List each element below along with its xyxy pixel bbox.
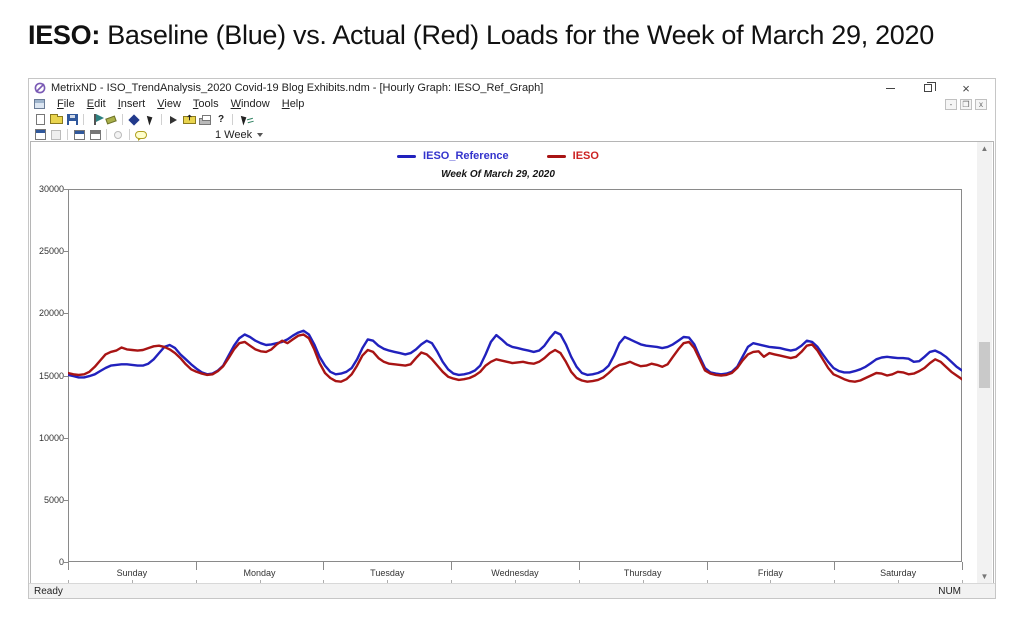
legend-label: IESO_Reference (423, 150, 509, 162)
format-brush-icon[interactable] (103, 113, 119, 126)
menu-bar: File Edit Insert View Tools Window Help - ❐ x (29, 96, 995, 112)
grid-view-icon[interactable] (32, 128, 48, 141)
child-window-controls: - ❐ x (945, 98, 995, 110)
menu-item-tools[interactable]: Tools (192, 98, 219, 110)
y-axis-tick-label: 20000 (38, 308, 64, 319)
scroll-down-icon[interactable]: ▼ (980, 572, 989, 581)
series-line-ieso_reference (68, 329, 962, 379)
run-model-icon[interactable] (126, 113, 142, 126)
page-title-text: Baseline (Blue) vs. Actual (Red) Loads f… (100, 20, 934, 50)
y-axis-tick-label: 0 (58, 557, 64, 567)
day-label-thursday: Thursday (623, 568, 662, 578)
main-toolbar: ? (29, 112, 995, 127)
menu-items: File Edit Insert View Tools Window Help (51, 98, 310, 110)
x-axis-tick-mark (962, 562, 963, 570)
y-axis-tick-label: 10000 (38, 432, 64, 443)
new-file-icon[interactable] (32, 113, 48, 126)
y-axis-tick-mark (64, 375, 68, 377)
window-icon[interactable] (71, 128, 87, 141)
restore-button[interactable] (921, 82, 936, 94)
x-axis-tick-mark (451, 562, 453, 570)
vertical-scrollbar[interactable]: ▲ ▼ (977, 142, 992, 584)
window-title: MetrixND - ISO_TrendAnalysis_2020 Covid-… (51, 82, 544, 94)
x-axis-tick-mark (706, 562, 708, 570)
range-selector-value: 1 Week (215, 128, 253, 141)
graph-toolbar: 1 Week (29, 127, 995, 142)
page-title: IESO: Baseline (Blue) vs. Actual (Red) L… (28, 20, 934, 51)
day-label-tuesday: Tuesday (370, 568, 405, 578)
page-title-prefix: IESO: (28, 20, 101, 50)
close-button[interactable]: × (962, 80, 970, 96)
pointer-icon[interactable] (142, 113, 158, 126)
select-tool-icon[interactable] (236, 113, 252, 126)
print-icon[interactable] (197, 113, 213, 126)
menu-item-help[interactable]: Help (281, 98, 305, 110)
minimize-button[interactable] (883, 82, 897, 94)
y-axis-tick-label: 30000 (38, 184, 64, 194)
y-axis-tick-mark (64, 562, 68, 563)
chart-panel: IESO_Reference IESO Week Of March 29, 20… (30, 141, 994, 586)
y-axis-tick-label: 15000 (38, 370, 64, 381)
scrollbar-thumb[interactable] (979, 342, 990, 388)
child-minimize-button[interactable]: - (945, 98, 957, 110)
menu-item-edit[interactable]: Edit (86, 98, 106, 110)
disabled-refresh-icon[interactable] (110, 128, 126, 141)
y-axis-tick-label: 5000 (43, 494, 64, 505)
day-label-monday: Monday (243, 568, 276, 578)
child-restore-button[interactable]: ❐ (960, 98, 972, 110)
status-bar: Ready NUM (29, 583, 995, 598)
y-axis-tick-mark (64, 437, 68, 439)
y-axis-tick-mark (64, 313, 68, 315)
y-axis-tick-mark (64, 499, 68, 501)
menu-item-window[interactable]: Window (230, 98, 270, 110)
num-lock-indicator: NUM (938, 585, 961, 597)
export-folder-icon[interactable] (181, 113, 197, 126)
legend-entry-actual: IESO (546, 150, 599, 162)
scroll-up-icon[interactable]: ▲ (980, 144, 989, 153)
disabled-doc-icon[interactable] (48, 128, 64, 141)
legend-swatch-red (546, 154, 566, 158)
app-logo-icon (34, 82, 46, 94)
window-titlebar: MetrixND - ISO_TrendAnalysis_2020 Covid-… (29, 79, 995, 96)
open-folder-icon[interactable] (48, 113, 64, 126)
day-label-friday: Friday (757, 568, 783, 578)
x-axis-tick-mark (834, 562, 836, 570)
menu-item-file[interactable]: File (57, 98, 75, 110)
menu-item-insert[interactable]: Insert (117, 98, 146, 110)
x-axis-tick-mark (195, 562, 197, 570)
flag-icon[interactable] (87, 113, 104, 126)
y-axis-tick-label: 25000 (38, 246, 64, 257)
chart-legend: IESO_Reference IESO (31, 150, 965, 162)
legend-entry-reference: IESO_Reference (397, 150, 509, 162)
app-window: MetrixND - ISO_TrendAnalysis_2020 Covid-… (28, 78, 996, 599)
day-label-sunday: Sunday (116, 568, 148, 578)
child-document-icon[interactable] (34, 99, 45, 109)
child-close-button[interactable]: x (975, 98, 987, 110)
chart-subtitle: Week Of March 29, 2020 (441, 169, 555, 180)
range-selector-dropdown[interactable]: 1 Week (211, 129, 267, 141)
y-axis-tick-mark (64, 251, 68, 253)
load-lines-chart (68, 329, 962, 383)
legend-swatch-blue (397, 154, 417, 158)
x-axis-tick-mark (578, 562, 580, 570)
save-icon[interactable] (64, 113, 80, 126)
y-axis-tick-mark (64, 189, 68, 190)
status-text: Ready (34, 585, 63, 597)
day-label-saturday: Saturday (880, 568, 917, 578)
day-label-wednesday: Wednesday (491, 568, 539, 578)
chevron-down-icon (257, 132, 264, 137)
x-axis-tick-mark (323, 562, 325, 570)
x-axis-tick-mark (68, 562, 69, 570)
help-icon[interactable]: ? (217, 114, 225, 125)
window-alt-icon[interactable] (87, 128, 103, 141)
play-icon[interactable] (165, 113, 181, 126)
legend-label: IESO (572, 150, 599, 162)
series-line-ieso (68, 333, 962, 383)
menu-item-view[interactable]: View (157, 98, 181, 110)
comment-bubble-icon[interactable] (133, 128, 149, 141)
